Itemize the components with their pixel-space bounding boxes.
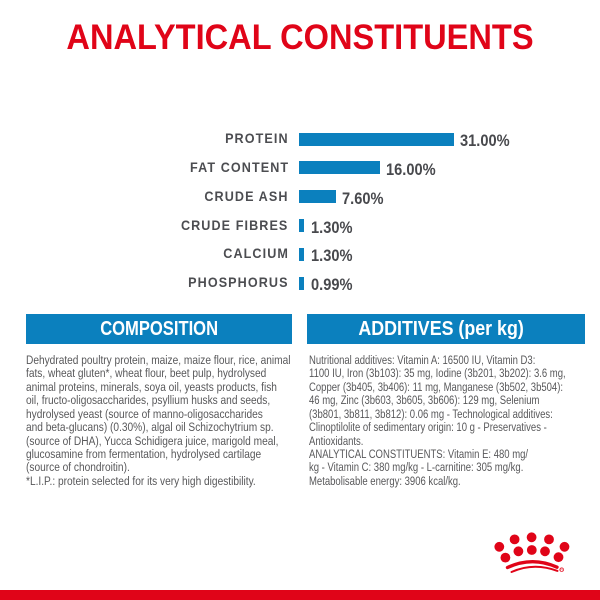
svg-text:R: R — [560, 568, 563, 572]
